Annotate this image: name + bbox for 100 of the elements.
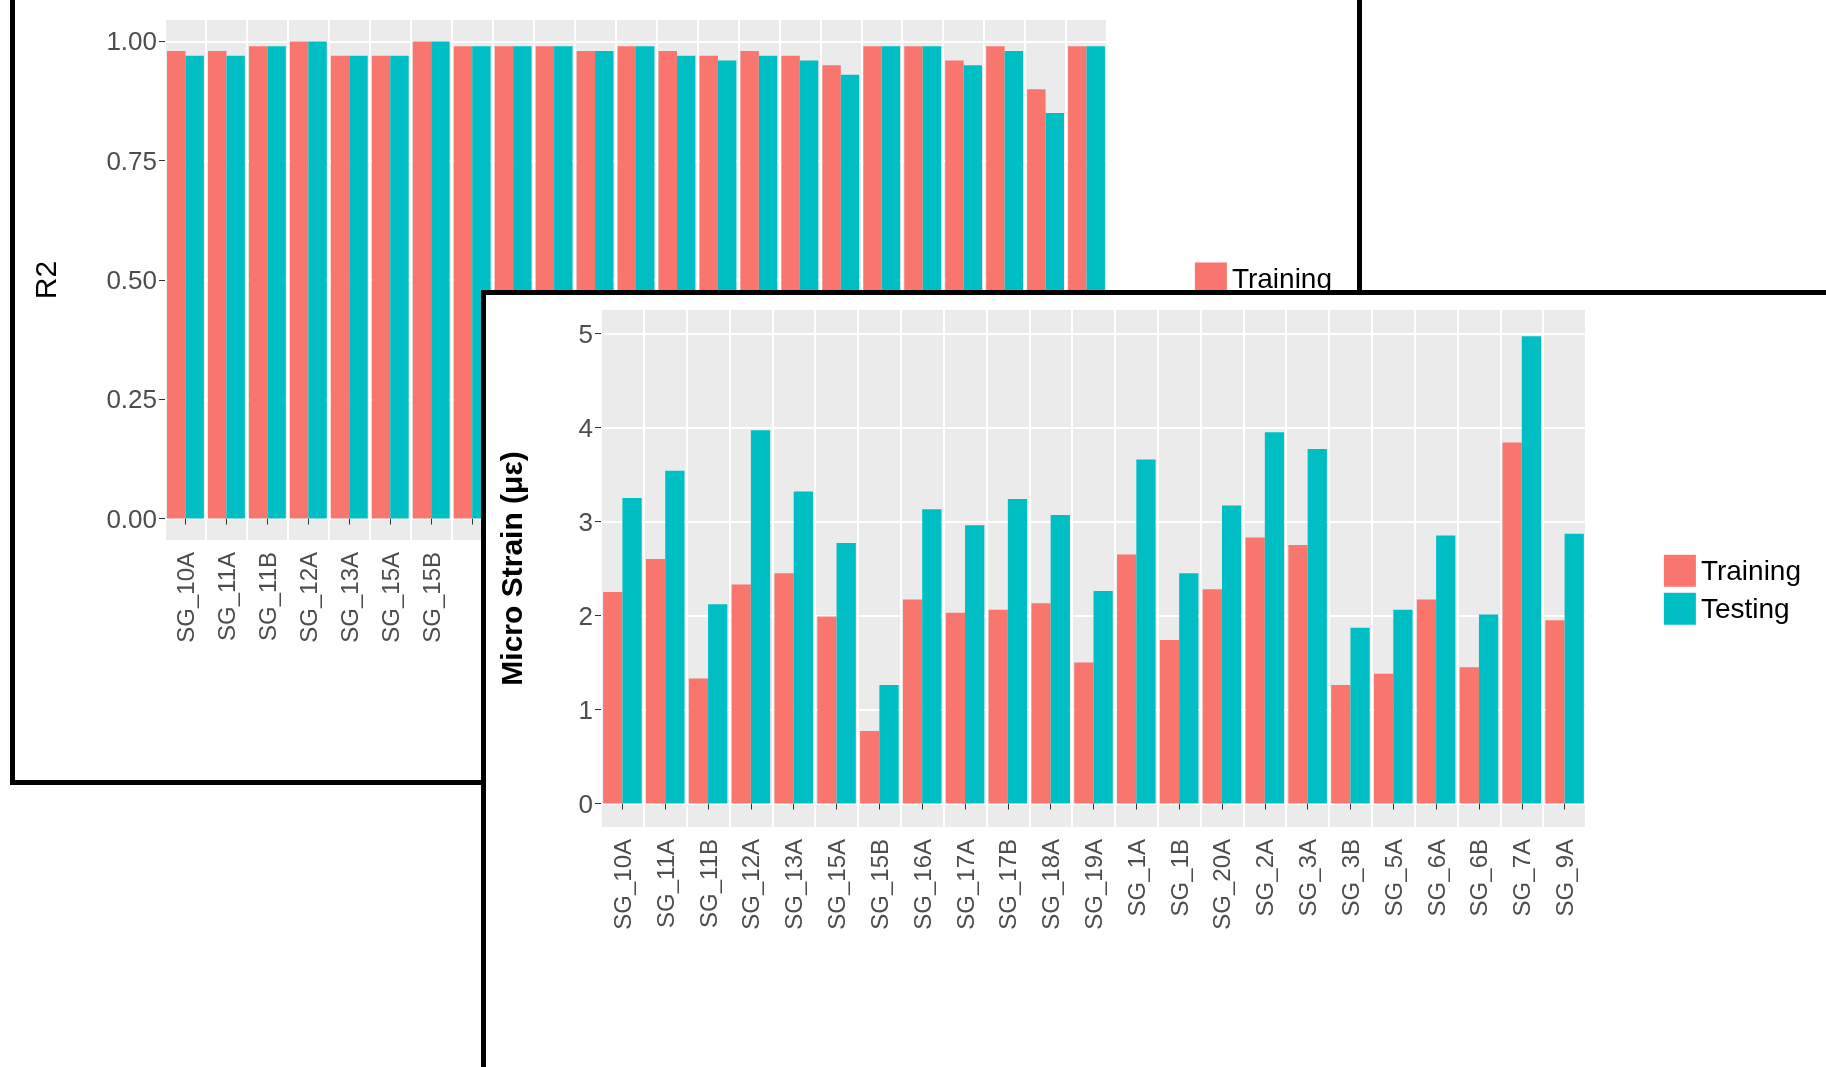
bar: [902, 599, 923, 804]
bar: [603, 592, 623, 804]
bar: [412, 41, 432, 519]
bar: [665, 470, 685, 804]
bar: [988, 609, 1008, 804]
bar: [1307, 449, 1327, 804]
bar: [453, 46, 473, 519]
x-tick-label: SG_2A: [1251, 839, 1279, 917]
x-tick-label: SG_20A: [1208, 839, 1236, 930]
bar: [330, 55, 350, 519]
x-tick-label: SG_11B: [694, 839, 722, 928]
bar: [1264, 432, 1285, 804]
bar: [1564, 533, 1584, 804]
bar: [1502, 442, 1522, 804]
bar: [1545, 620, 1565, 804]
bar: [308, 41, 327, 519]
bar: [793, 491, 813, 804]
y-tick-label: 0: [578, 788, 593, 819]
bar: [1374, 673, 1394, 804]
x-tick-label: SG_1A: [1122, 839, 1150, 917]
bar: [708, 604, 728, 804]
bar: [879, 685, 899, 804]
y-tick-label: 0.50: [106, 265, 157, 295]
bar: [860, 731, 880, 804]
bar: [167, 51, 186, 519]
bar: [622, 498, 642, 804]
bar: [945, 612, 966, 804]
bar: [774, 573, 794, 804]
bar: [1393, 609, 1413, 804]
x-tick-label: SG_17B: [994, 839, 1022, 930]
bar: [1159, 639, 1180, 804]
bar: [836, 543, 856, 804]
x-tick-label: SG_12A: [737, 839, 765, 930]
x-tick-label: SG_10A: [171, 552, 199, 643]
bar: [349, 55, 368, 519]
bar: [645, 559, 666, 804]
x-tick-label: SG_15A: [823, 839, 851, 930]
bar: [731, 584, 751, 804]
y-axis-title: Micro Strain (με): [494, 451, 528, 686]
bar: [1117, 554, 1137, 804]
bar: [688, 678, 709, 804]
y-tick-label: 5: [578, 318, 593, 349]
bar: [1521, 336, 1542, 804]
bar: [226, 55, 245, 519]
bar: [371, 55, 391, 519]
x-tick-label: SG_13A: [780, 839, 808, 930]
x-tick-label: SG_10A: [608, 839, 636, 930]
x-tick-label: SG_3B: [1336, 839, 1364, 917]
bar: [1436, 535, 1456, 804]
x-tick-label: SG_15B: [417, 552, 445, 643]
bar: [1331, 685, 1351, 804]
bar: [817, 616, 837, 804]
bar: [1288, 545, 1308, 804]
bar: [1050, 514, 1070, 804]
legend-label: Training: [1231, 262, 1333, 294]
x-tick-label: SG_12A: [294, 552, 322, 643]
x-tick-label: SG_13A: [335, 552, 363, 643]
y-tick-label: 0.00: [106, 503, 157, 534]
bar: [248, 46, 268, 519]
x-tick-label: SG_18A: [1037, 839, 1065, 930]
bar: [1179, 573, 1199, 804]
x-tick-label: SG_19A: [1080, 839, 1107, 930]
bar: [1007, 498, 1028, 804]
x-tick-label: SG_11A: [651, 839, 679, 928]
bar: [1459, 667, 1479, 804]
y-tick-label: 1.00: [106, 26, 157, 57]
bar: [1031, 603, 1051, 804]
x-tick-label: SG_1B: [1165, 839, 1193, 917]
bar: [1245, 537, 1265, 804]
y-tick-label: 0.25: [106, 384, 157, 415]
bar: [289, 41, 309, 519]
bar: [1136, 459, 1156, 804]
legend-label: Training: [1700, 555, 1802, 587]
bar: [431, 41, 450, 519]
bar: [1350, 627, 1370, 804]
x-tick-label: SG_15A: [376, 552, 404, 643]
bar: [1221, 505, 1242, 804]
bar: [390, 55, 409, 519]
bar: [185, 55, 204, 519]
x-tick-label: SG_11B: [253, 552, 281, 641]
y-axis-title: R2: [28, 260, 62, 300]
bar: [750, 430, 771, 804]
x-tick-label: SG_6A: [1422, 839, 1450, 917]
x-tick-label: SG_5A: [1379, 839, 1407, 917]
bar: [1202, 589, 1222, 804]
x-tick-label: SG_7A: [1508, 839, 1536, 917]
x-tick-label: SG_11A: [212, 552, 240, 641]
legend-label: Testing: [1700, 593, 1790, 625]
bar: [1074, 662, 1094, 804]
bar: [1478, 614, 1499, 804]
x-tick-label: SG_9A: [1551, 839, 1579, 917]
y-tick-label: 4: [578, 412, 593, 443]
bar: [1093, 591, 1113, 804]
y-tick-label: 3: [578, 506, 593, 537]
bar: [267, 46, 286, 519]
y-tick-label: 1: [578, 694, 593, 725]
bar: [922, 509, 942, 804]
x-tick-label: SG_17A: [951, 839, 979, 930]
x-tick-label: SG_15B: [865, 839, 893, 930]
x-tick-label: SG_3A: [1294, 839, 1322, 917]
